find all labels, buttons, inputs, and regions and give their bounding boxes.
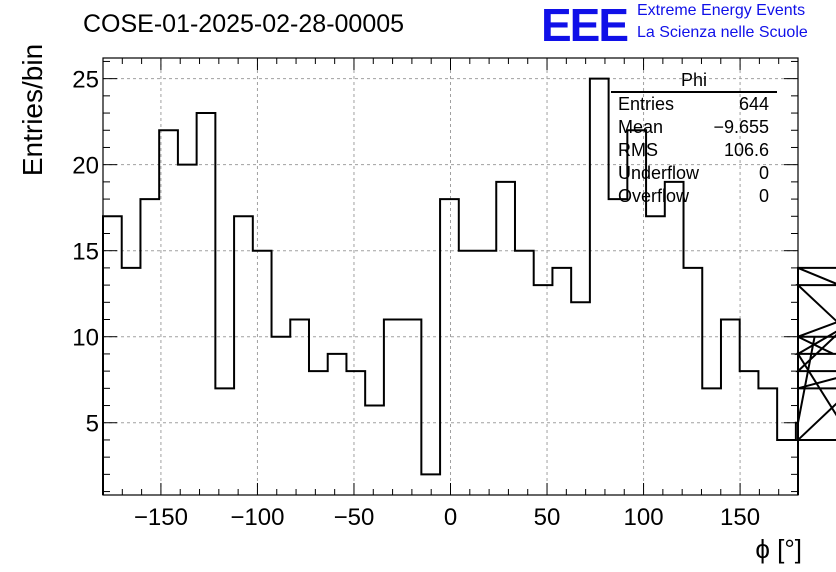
logo-text-line1: Extreme Energy Events (637, 2, 806, 19)
stat-row-rms: RMS 106.6 (611, 139, 777, 162)
y-tick-label: 20 (72, 153, 99, 180)
stat-value: 644 (738, 94, 769, 114)
logo-text-line2: La Scienza nelle Scuole (637, 24, 808, 41)
eee-logo-mark: EEE (541, 0, 629, 51)
x-tick-label: −50 (334, 504, 375, 531)
stat-value: −9.655 (713, 117, 769, 137)
stat-value: 0 (758, 163, 769, 183)
histogram-bins (102, 77, 836, 495)
stat-row-entries: Entries 644 (611, 93, 777, 116)
histogram-outline (102, 77, 836, 495)
y-tick-label: 5 (86, 411, 99, 438)
stat-value: 0 (758, 186, 769, 206)
stat-row-mean: Mean −9.655 (611, 116, 777, 139)
stat-value: 106.6 (723, 140, 769, 160)
stat-label: RMS (618, 140, 658, 160)
stat-row-overflow: Overflow 0 (611, 185, 777, 208)
stat-row-underflow: Underflow 0 (611, 162, 777, 185)
x-tick-label: 150 (720, 504, 760, 531)
y-tick-label: 10 (72, 325, 99, 352)
stat-label: Overflow (618, 186, 690, 206)
stat-label: Underflow (618, 163, 700, 183)
x-axis-label: ϕ [°] (755, 534, 802, 564)
stat-label: Mean (618, 117, 664, 137)
y-tick-label: 15 (72, 239, 99, 266)
x-tick-label: −100 (230, 504, 284, 531)
stat-label: Entries (618, 94, 675, 114)
stats-box: Phi Entries 644 Mean −9.655 RMS 106.6 Un… (611, 70, 777, 208)
axes: −150 −100 −50 0 50 100 150 5 10 15 20 25 (72, 57, 799, 531)
x-tick-label: 0 (444, 504, 457, 531)
x-tick-label: −150 (134, 504, 188, 531)
stats-title: Phi (611, 70, 777, 93)
y-tick-label: 25 (72, 67, 99, 94)
x-tick-label: 50 (534, 504, 561, 531)
chart-title: COSE-01-2025-02-28-00005 (83, 10, 405, 38)
x-tick-label: 100 (624, 504, 664, 531)
